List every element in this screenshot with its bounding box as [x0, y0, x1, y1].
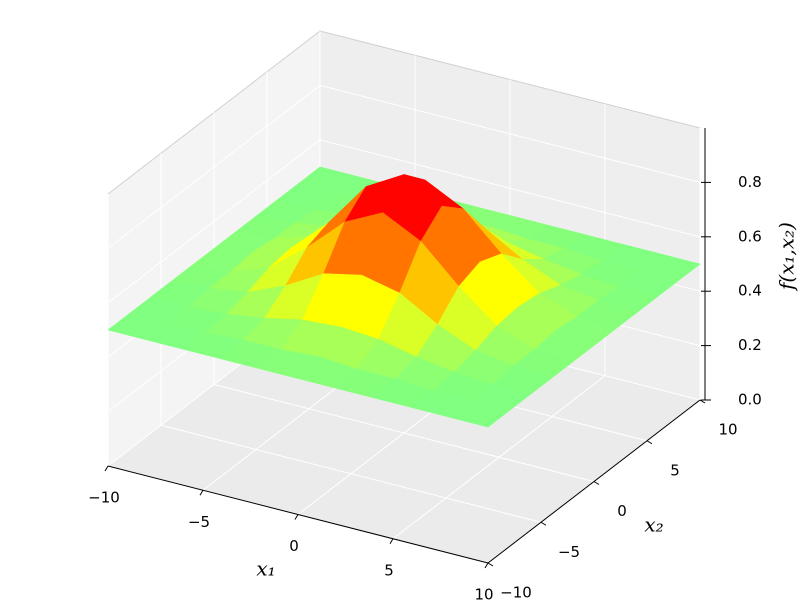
y-tick	[540, 521, 547, 526]
x-tick-label: 5	[384, 561, 394, 579]
x-tick-label: 10	[474, 586, 493, 600]
y-tick-label: 5	[670, 461, 680, 479]
grid-line	[107, 139, 321, 304]
y-tick-label: −5	[558, 543, 580, 561]
x-tick-label: −5	[188, 513, 210, 531]
z-axis-title: f(x₁,x₂)	[775, 222, 799, 292]
y-tick	[487, 562, 494, 567]
grid-line	[160, 424, 542, 523]
y-tick	[699, 399, 706, 404]
x-axis-title: x₁	[256, 557, 275, 581]
z-tick-label: 0.4	[738, 282, 762, 300]
surface-patch	[449, 400, 510, 428]
y-tick-label: 10	[718, 421, 737, 439]
x-tick	[199, 489, 204, 496]
x-tick	[104, 465, 109, 472]
grid-line	[319, 139, 701, 238]
grid-line	[319, 84, 701, 183]
y-axis-title: x₂	[644, 513, 663, 537]
z-tick-label: 0.2	[738, 336, 762, 354]
x-tick	[389, 538, 394, 545]
z-tick-label: 0.0	[738, 391, 762, 409]
y-tick	[646, 440, 653, 445]
x-tick-label: −10	[88, 489, 120, 507]
grid-line	[107, 85, 321, 249]
x-tick	[484, 562, 489, 569]
z-tick-label: 0.6	[738, 227, 762, 245]
x-tick	[294, 514, 299, 520]
z-tick-label: 0.8	[738, 173, 762, 191]
y-tick-label: 0	[617, 502, 627, 520]
y-tick-label: −10	[500, 584, 532, 600]
grid-line	[213, 384, 595, 482]
y-tick	[593, 481, 600, 485]
x-tick-label: 0	[289, 537, 299, 555]
